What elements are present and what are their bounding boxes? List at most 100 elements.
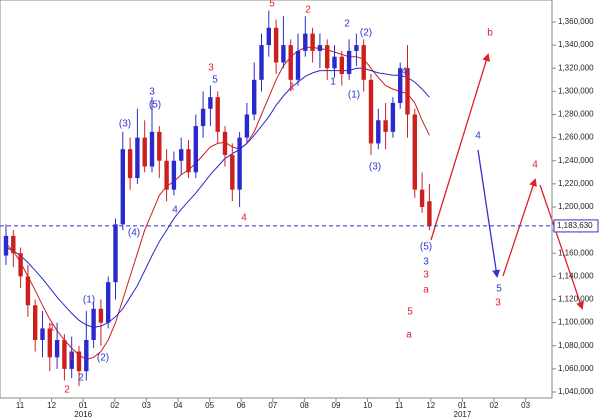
y-tick-label: 1,240,000 bbox=[558, 156, 594, 165]
candle-body bbox=[361, 45, 366, 80]
candle-body bbox=[3, 235, 9, 256]
candle-body bbox=[303, 33, 308, 51]
candle-body bbox=[179, 149, 184, 161]
candle-body bbox=[237, 137, 242, 190]
forecast-arrow bbox=[502, 178, 537, 277]
wave-label: 1 bbox=[68, 352, 74, 363]
year-label: 2017 bbox=[454, 410, 472, 419]
wave-label: 4 bbox=[532, 160, 538, 171]
wave-label: a bbox=[423, 285, 429, 296]
y-tick-label: 1,220,000 bbox=[558, 179, 594, 188]
candle-body bbox=[113, 224, 118, 283]
candle-body bbox=[368, 79, 374, 144]
y-tick-label: 1,080,000 bbox=[558, 341, 594, 350]
candle-body bbox=[405, 68, 410, 115]
candle-body bbox=[288, 45, 293, 80]
wave-label: 5 bbox=[212, 75, 218, 86]
candle-body bbox=[354, 45, 359, 51]
x-tick-label: 05 bbox=[205, 401, 214, 410]
candle-body bbox=[193, 126, 198, 173]
candle-body bbox=[383, 120, 388, 132]
candle-body bbox=[106, 282, 111, 323]
y-tick-label: 1,120,000 bbox=[558, 295, 594, 304]
candle-body bbox=[69, 351, 74, 369]
wave-label: 2 bbox=[344, 19, 350, 30]
candle-body bbox=[186, 149, 191, 173]
candle-body bbox=[98, 308, 104, 323]
candle-body bbox=[230, 154, 235, 190]
x-tick-label: 02 bbox=[110, 401, 119, 410]
y-tick-label: 1,340,000 bbox=[558, 40, 594, 49]
y-tick-label: 1,260,000 bbox=[558, 133, 594, 142]
wave-label: 2 bbox=[305, 5, 311, 16]
wave-label: 5 bbox=[407, 307, 413, 318]
candle-body bbox=[281, 45, 286, 63]
candle-body bbox=[412, 114, 417, 190]
wave-label: (5) bbox=[420, 242, 432, 253]
candle-body bbox=[76, 351, 82, 372]
candle-body bbox=[215, 97, 220, 132]
candle-body bbox=[171, 160, 177, 190]
x-tick-label: 06 bbox=[237, 401, 246, 410]
wave-label: (5) bbox=[149, 100, 161, 111]
x-tick-label: 07 bbox=[268, 401, 277, 410]
y-tick-label: 1,360,000 bbox=[558, 17, 594, 26]
wave-label: 3 bbox=[208, 63, 214, 74]
wave-label: 3 bbox=[423, 270, 429, 281]
wave-label: 2 bbox=[64, 385, 70, 396]
wave-label: 1 bbox=[49, 323, 55, 334]
wave-label: 5 bbox=[269, 0, 275, 10]
candle-body bbox=[317, 45, 323, 51]
year-label: 2016 bbox=[74, 410, 92, 419]
wave-label: (4) bbox=[128, 228, 140, 239]
wave-label: (4) bbox=[398, 67, 410, 78]
wave-label: 1 bbox=[289, 82, 295, 93]
wave-label: (2) bbox=[97, 353, 109, 364]
y-tick-label: 1,140,000 bbox=[558, 271, 594, 280]
wave-label: (2) bbox=[360, 28, 372, 39]
wave-label: 1 bbox=[330, 77, 336, 88]
candle-body bbox=[11, 235, 16, 254]
candle-body bbox=[427, 201, 432, 226]
candle-body bbox=[33, 305, 38, 340]
x-tick-label: 03 bbox=[521, 401, 530, 410]
forecast-arrow bbox=[539, 184, 584, 310]
candle-body bbox=[346, 50, 352, 75]
x-tick-label: 01 bbox=[458, 401, 467, 410]
candle-body bbox=[200, 108, 206, 127]
candle-body bbox=[390, 102, 396, 132]
candle-body bbox=[222, 131, 228, 155]
forecast-arrow bbox=[430, 53, 491, 241]
x-tick-label: 03 bbox=[142, 401, 151, 410]
candle-body bbox=[120, 149, 125, 225]
candle-body bbox=[208, 97, 213, 109]
candle-body bbox=[18, 253, 23, 277]
y-tick-label: 1,160,000 bbox=[558, 248, 594, 257]
candle-body bbox=[127, 149, 133, 179]
candle-body bbox=[91, 308, 96, 340]
wave-label: 2 bbox=[78, 373, 84, 384]
candle-body bbox=[266, 27, 271, 46]
y-tick-label: 1,040,000 bbox=[558, 387, 594, 396]
y-tick-label: 1,280,000 bbox=[558, 110, 594, 119]
wave-label: a bbox=[406, 330, 412, 341]
candle-body bbox=[164, 160, 169, 190]
x-tick-label: 12 bbox=[426, 401, 435, 410]
wave-label: 3 bbox=[149, 87, 155, 98]
y-tick-label: 1,300,000 bbox=[558, 86, 594, 95]
wave-label: (3) bbox=[119, 119, 131, 130]
last-price-box bbox=[553, 219, 599, 233]
candle-body bbox=[376, 120, 381, 144]
moving-average bbox=[5, 67, 430, 328]
candle-body bbox=[84, 339, 89, 372]
wave-label: 4 bbox=[475, 131, 481, 142]
y-tick-label: 1,100,000 bbox=[558, 318, 594, 327]
candle-body bbox=[259, 45, 264, 80]
x-tick-label: 10 bbox=[363, 401, 372, 410]
wave-label: 3 bbox=[495, 298, 501, 309]
wave-label: (3) bbox=[369, 162, 381, 173]
candle-body bbox=[25, 276, 31, 306]
candle-body bbox=[252, 79, 257, 115]
wave-label: b bbox=[487, 28, 493, 39]
